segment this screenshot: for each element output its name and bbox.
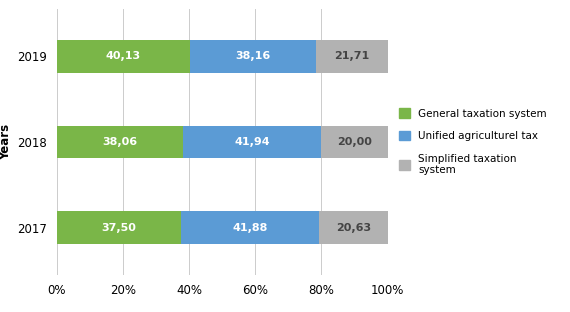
Text: 37,50: 37,50 [101,222,136,232]
Bar [316,40,388,73]
Bar [181,211,319,244]
Text: 41,88: 41,88 [233,222,268,232]
Bar [57,126,183,158]
Text: 20,00: 20,00 [337,137,372,147]
Text: 40,13: 40,13 [106,51,141,61]
Bar [183,126,321,158]
Y-axis label: Years: Years [0,124,12,160]
Text: 20,63: 20,63 [336,222,371,232]
Text: 38,06: 38,06 [103,137,137,147]
Bar [321,126,388,158]
Bar [190,40,316,73]
Text: 38,16: 38,16 [235,51,270,61]
Text: 41,94: 41,94 [234,137,270,147]
Bar [319,211,388,244]
Legend: General taxation system, Unified agriculturel tax, Simplified taxation
system: General taxation system, Unified agricul… [400,109,547,175]
Text: 21,71: 21,71 [334,51,369,61]
Bar [57,211,181,244]
Bar [57,40,190,73]
